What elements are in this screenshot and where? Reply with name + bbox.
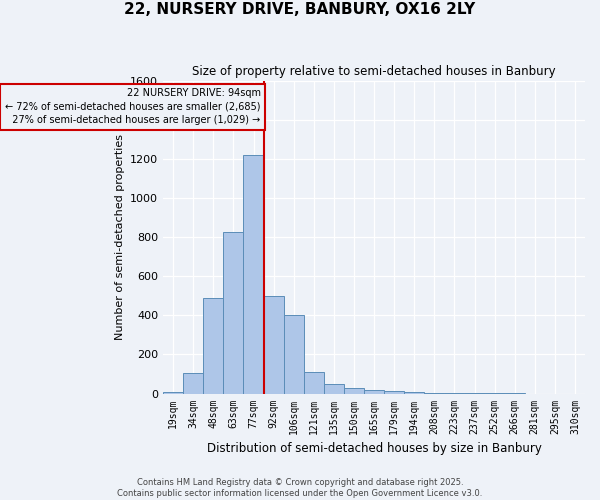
Bar: [183, 373, 203, 394]
Bar: [244, 155, 263, 394]
Bar: [304, 372, 324, 394]
Bar: [203, 298, 223, 394]
Bar: [364, 390, 384, 394]
Bar: [263, 296, 284, 394]
Y-axis label: Number of semi-detached properties: Number of semi-detached properties: [115, 134, 125, 340]
Text: 22, NURSERY DRIVE, BANBURY, OX16 2LY: 22, NURSERY DRIVE, BANBURY, OX16 2LY: [124, 2, 476, 18]
Bar: [324, 384, 344, 394]
Bar: [445, 392, 464, 394]
Bar: [464, 393, 485, 394]
Bar: [163, 392, 183, 394]
X-axis label: Distribution of semi-detached houses by size in Banbury: Distribution of semi-detached houses by …: [206, 442, 541, 455]
Bar: [284, 316, 304, 394]
Text: 22 NURSERY DRIVE: 94sqm
← 72% of semi-detached houses are smaller (2,685)
  27% : 22 NURSERY DRIVE: 94sqm ← 72% of semi-de…: [5, 88, 260, 125]
Bar: [344, 388, 364, 394]
Bar: [223, 232, 244, 394]
Text: Contains HM Land Registry data © Crown copyright and database right 2025.
Contai: Contains HM Land Registry data © Crown c…: [118, 478, 482, 498]
Title: Size of property relative to semi-detached houses in Banbury: Size of property relative to semi-detach…: [192, 65, 556, 78]
Bar: [404, 392, 424, 394]
Bar: [384, 391, 404, 394]
Bar: [424, 392, 445, 394]
